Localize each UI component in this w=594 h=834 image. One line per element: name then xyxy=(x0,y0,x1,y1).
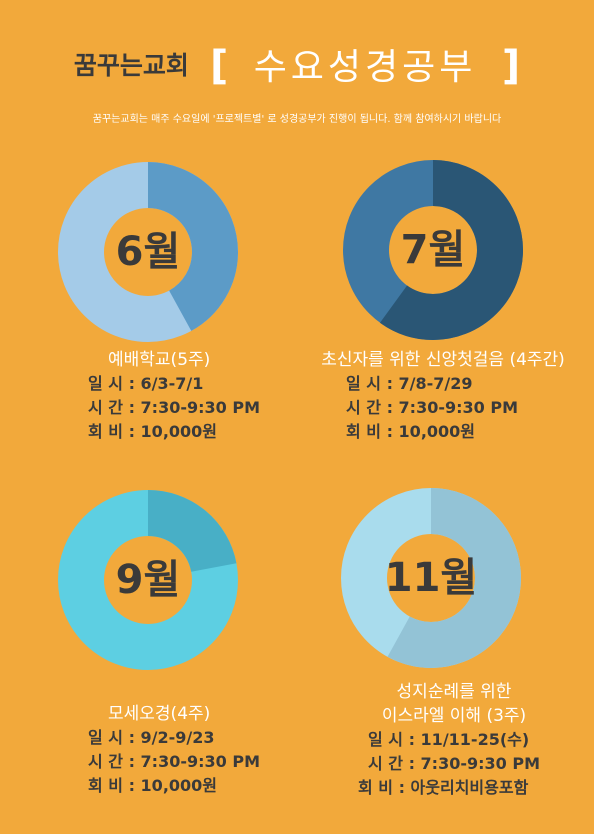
donut-chart-july xyxy=(343,160,523,340)
info-november: 성지순례를 위한 이스라엘 이해 (3주) 일 시 : 11/11-25(수) … xyxy=(344,680,564,800)
donut-july-segment xyxy=(343,160,523,340)
schedule-time-july: 시 간 : 7:30-9:30 PM xyxy=(346,398,519,417)
donut-september: 9월 xyxy=(58,490,238,670)
title-bracket-open: [ xyxy=(209,43,229,89)
course-title-july: 초신자를 위한 신앙첫걸음 (4주간) xyxy=(321,350,565,370)
schedule-date-september: 일 시 : 9/2-9/23 xyxy=(88,728,215,747)
schedule-fee-july: 회 비 : 10,000원 xyxy=(346,422,476,441)
schedule-time-november: 시 간 : 7:30-9:30 PM xyxy=(368,754,541,773)
title-text: 수요성경공부 xyxy=(253,47,477,88)
page-title: [ 수요성경공부 ] xyxy=(210,38,520,90)
title-bracket-close: ] xyxy=(501,43,521,89)
schedule-time-september: 시 간 : 7:30-9:30 PM xyxy=(88,752,261,771)
info-september: 모세오경(4주) 일 시 : 9/2-9/23 시 간 : 7:30-9:30 … xyxy=(88,702,260,798)
course-title-november-line1: 성지순례를 위한 xyxy=(396,682,512,702)
donut-july: 7월 xyxy=(343,160,523,340)
donut-june: 6월 xyxy=(58,162,238,342)
schedule-fee-june: 회 비 : 10,000원 xyxy=(88,422,218,441)
donut-chart-september xyxy=(58,490,238,670)
donut-chart-june xyxy=(58,162,238,342)
donut-november-segment xyxy=(341,488,521,668)
info-june: 예배학교(5주) 일 시 : 6/3-7/1 시 간 : 7:30-9:30 P… xyxy=(88,348,260,444)
schedule-time-june: 시 간 : 7:30-9:30 PM xyxy=(88,398,261,417)
subtitle: 꿈꾸는교회는 매주 수요일에 '프로젝트별' 로 성경공부가 진행이 됩니다. … xyxy=(92,114,502,125)
info-july: 초신자를 위한 신앙첫걸음 (4주간) 일 시 : 7/8-7/29 시 간 :… xyxy=(308,348,578,444)
church-name: 꿈꾸는교회 xyxy=(73,51,189,80)
course-title-september: 모세오경(4주) xyxy=(108,704,211,724)
donut-september-segment xyxy=(58,490,238,670)
month-label-november: 11월 xyxy=(384,555,478,601)
month-label-september: 9월 xyxy=(115,557,181,603)
schedule-fee-november: 회 비 : 아웃리치비용포함 xyxy=(358,778,529,797)
schedule-date-july: 일 시 : 7/8-7/29 xyxy=(346,374,473,393)
month-label-july: 7월 xyxy=(400,227,466,273)
header: 꿈꾸는교회 [ 수요성경공부 ] xyxy=(0,38,594,90)
month-label-june: 6월 xyxy=(115,229,181,275)
schedule-date-november: 일 시 : 11/11-25(수) xyxy=(368,730,530,749)
schedule-date-june: 일 시 : 6/3-7/1 xyxy=(88,374,204,393)
course-title-june: 예배학교(5주) xyxy=(108,350,211,370)
donut-chart-november xyxy=(341,488,521,668)
schedule-fee-september: 회 비 : 10,000원 xyxy=(88,776,218,795)
donut-june-segment xyxy=(58,162,238,342)
donut-november: 11월 xyxy=(341,488,521,668)
course-title-november-line2: 이스라엘 이해 (3주) xyxy=(381,706,527,726)
